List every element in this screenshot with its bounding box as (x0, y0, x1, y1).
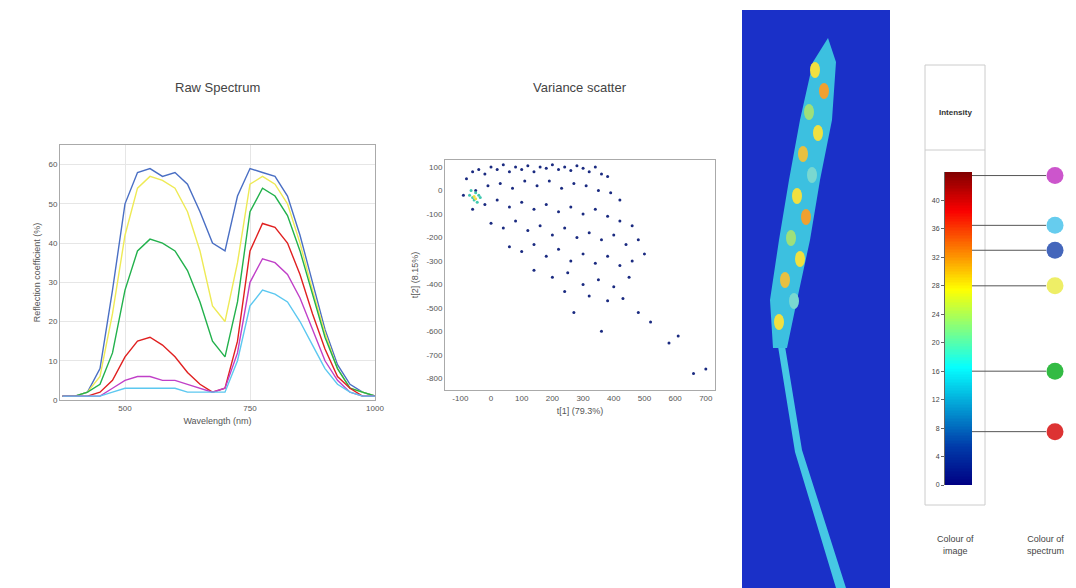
svg-text:200: 200 (546, 394, 560, 403)
svg-text:-500: -500 (426, 304, 443, 313)
svg-text:-300: -300 (426, 257, 443, 266)
svg-text:28: 28 (932, 282, 940, 289)
svg-text:8: 8 (936, 425, 940, 432)
svg-text:700: 700 (699, 394, 713, 403)
svg-text:30: 30 (48, 278, 57, 287)
svg-text:600: 600 (668, 394, 682, 403)
svg-text:t[2] (8.15%): t[2] (8.15%) (410, 252, 420, 299)
svg-text:32: 32 (932, 254, 940, 261)
svg-text:0: 0 (489, 394, 494, 403)
svg-text:750: 750 (243, 404, 257, 413)
svg-text:-600: -600 (426, 327, 443, 336)
svg-text:Raw Spectrum: Raw Spectrum (175, 80, 260, 95)
svg-text:40: 40 (932, 197, 940, 204)
svg-text:Wavelength (nm): Wavelength (nm) (183, 416, 251, 426)
svg-text:4: 4 (936, 453, 940, 460)
svg-text:Reflection coefficient (%): Reflection coefficient (%) (32, 223, 42, 322)
svg-text:Colour ofimage: Colour ofimage (937, 534, 974, 556)
svg-text:10: 10 (48, 357, 57, 366)
svg-text:500: 500 (118, 404, 132, 413)
svg-text:12: 12 (932, 396, 940, 403)
svg-text:100: 100 (429, 163, 443, 172)
svg-text:40: 40 (48, 239, 57, 248)
svg-text:300: 300 (576, 394, 590, 403)
svg-text:20: 20 (48, 317, 57, 326)
svg-text:0: 0 (53, 396, 58, 405)
svg-text:-700: -700 (426, 351, 443, 360)
svg-text:Intensity: Intensity (939, 108, 972, 117)
svg-text:20: 20 (932, 339, 940, 346)
svg-text:16: 16 (932, 368, 940, 375)
svg-text:400: 400 (607, 394, 621, 403)
svg-text:t[1] (79.3%): t[1] (79.3%) (557, 406, 604, 416)
svg-text:60: 60 (48, 160, 57, 169)
svg-text:24: 24 (932, 311, 940, 318)
svg-text:-800: -800 (426, 374, 443, 383)
svg-text:500: 500 (638, 394, 652, 403)
svg-text:1000: 1000 (366, 404, 384, 413)
svg-text:-200: -200 (426, 233, 443, 242)
svg-text:36: 36 (932, 225, 940, 232)
svg-text:100: 100 (515, 394, 529, 403)
svg-text:-100: -100 (426, 210, 443, 219)
svg-text:-400: -400 (426, 280, 443, 289)
svg-text:0: 0 (438, 186, 443, 195)
svg-text:-100: -100 (452, 394, 469, 403)
svg-text:50: 50 (48, 200, 57, 209)
svg-text:Variance scatter: Variance scatter (533, 80, 627, 95)
svg-text:Colour ofspectrum: Colour ofspectrum (1027, 534, 1064, 556)
svg-text:0: 0 (936, 481, 940, 488)
